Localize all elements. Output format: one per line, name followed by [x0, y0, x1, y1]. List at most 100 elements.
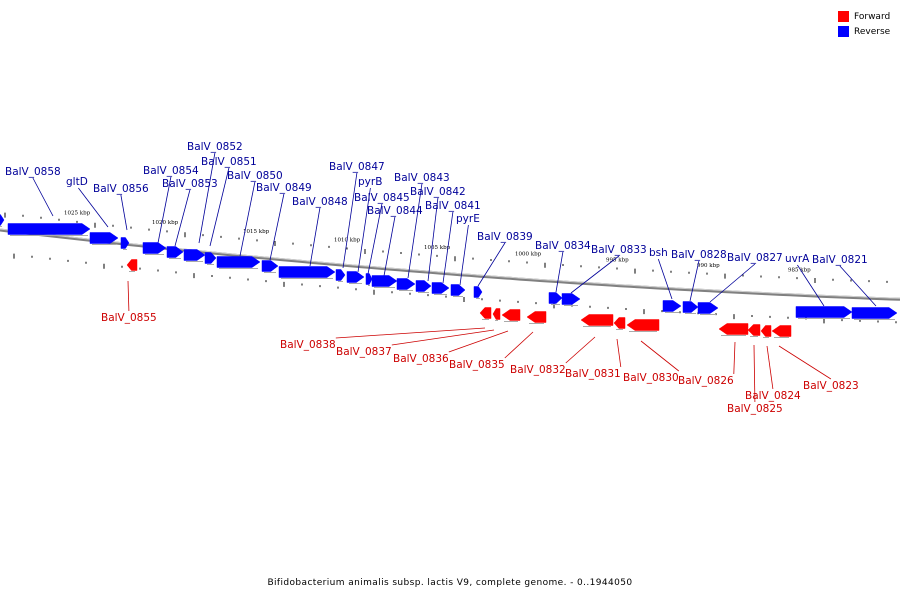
reverse-gene-arrow [697, 302, 719, 314]
reverse-gene-arrow [7, 223, 91, 235]
leader-line [427, 197, 439, 282]
leader-line [709, 263, 756, 303]
forward-gene-label: BalV_0855 [101, 312, 157, 324]
leader-line [733, 341, 736, 375]
reverse-gene-arrow [120, 237, 130, 249]
leader-line [570, 255, 620, 294]
reverse-gene-arrow [89, 232, 119, 244]
forward-gene-arrow [760, 325, 772, 337]
forward-gene-arrow [580, 314, 614, 326]
forward-gene-label: BalV_0826 [678, 375, 734, 387]
reverse-gene-label: BalV_0844 [367, 205, 423, 217]
reverse-gene-label: BalV_0839 [477, 231, 533, 243]
forward-gene-label: BalV_0836 [393, 353, 449, 365]
legend-reverse: Reverse [838, 24, 890, 39]
leader-line [120, 194, 128, 231]
kbp-label: 1025 kbp [64, 211, 91, 217]
forward-gene-label: BalV_0837 [336, 346, 392, 358]
reverse-gene-arrow [450, 284, 466, 296]
reverse-swatch [838, 26, 849, 37]
gene-labels: BalV_0858 gltD BalV_0856 BalV_0854BalV_0853… [5, 141, 868, 415]
reverse-gene-arrow [561, 293, 581, 305]
leader-line [797, 264, 825, 307]
leader-line [239, 181, 256, 257]
forward-gene-arrow [718, 323, 749, 335]
reverse-gene-arrow [183, 249, 206, 261]
legend-forward-label: Forward [854, 11, 891, 22]
forward-gene-arrow [492, 308, 501, 320]
reverse-gene-arrow [216, 256, 261, 268]
forward-gene-label: BalV_0830 [623, 372, 679, 384]
forward-gene-label: BalV_0825 [727, 403, 783, 415]
reverse-gene-arrow [261, 260, 279, 272]
leader-line [766, 345, 774, 390]
reverse-gene-label: BalV_0848 [292, 196, 348, 208]
forward-gene-arrow [771, 325, 792, 337]
reverse-gene-label: BalV_0849 [256, 182, 312, 194]
leader-line [391, 329, 495, 346]
reverse-gene-arrow [278, 266, 336, 278]
reverse-gene-label: BalV_0842 [410, 186, 466, 198]
kbp-label: 1015 kbp [243, 229, 270, 235]
reverse-gene-arrow [415, 280, 432, 292]
reverse-gene-label: BalV_0821 [812, 254, 868, 266]
reverse-gene-label: gltD [66, 176, 88, 188]
forward-gene-arrow [747, 324, 761, 336]
leader-line [357, 187, 371, 273]
reverse-gene-label: pyrB [358, 176, 382, 188]
reverse-gene-arrow [371, 275, 398, 287]
reverse-gene-arrow [662, 300, 682, 312]
leader-line [407, 183, 423, 279]
reverse-gene-arrow [682, 301, 699, 313]
forward-gene-arrow [126, 259, 138, 271]
reverse-gene-arrow [346, 271, 365, 283]
reverse-gene-label: BalV_0856 [93, 183, 149, 195]
leader-line [640, 340, 680, 372]
leader-line [335, 327, 486, 339]
forward-gene-arrow [501, 309, 521, 321]
reverse-gene-label: pyrE [456, 213, 480, 225]
leader-line [32, 177, 54, 217]
leader-line [477, 242, 506, 287]
reverse-gene-arrow [431, 282, 450, 294]
legend-forward: Forward [838, 9, 890, 24]
kbp-label: 985 kbp [788, 267, 811, 273]
reverse-gene-arrow [851, 307, 898, 319]
leader-line [778, 345, 832, 380]
leader-line [555, 251, 564, 293]
forward-swatch [838, 11, 849, 22]
leader-line [839, 265, 877, 307]
kbp-label: 990 kbp [697, 263, 720, 269]
forward-gene-arrow [526, 311, 547, 323]
reverse-gene-arrow [166, 246, 184, 258]
leader-line [367, 203, 383, 275]
leader-line [269, 193, 285, 261]
label-leader-lines [32, 152, 877, 403]
leader-line [565, 336, 596, 364]
leader-line [504, 331, 534, 359]
reverse-gene-label: BalV_0834 [535, 240, 591, 252]
reverse-gene-label: BalV_0852 [187, 141, 243, 153]
reverse-gene-arrow [548, 292, 563, 304]
reverse-gene-label: BalV_0833 [591, 244, 647, 256]
scale-ticks [4, 212, 897, 324]
reverse-gene-label: BalV_0841 [425, 200, 481, 212]
reverse-gene-arrow [335, 269, 346, 281]
reverse-gene-label: BalV_0851 [201, 156, 257, 168]
reverse-gene-arrow [204, 252, 217, 264]
leader-line [198, 152, 216, 244]
forward-gene-label: BalV_0823 [803, 380, 859, 392]
forward-gene-label: BalV_0831 [565, 368, 621, 380]
leader-line [78, 187, 109, 228]
gene-arrows [0, 214, 898, 338]
forward-gene-label: BalV_0832 [510, 364, 566, 376]
reverse-gene-label: BalV_0827 [727, 252, 783, 264]
leader-line [157, 176, 172, 244]
leader-line [174, 189, 191, 247]
kbp-label: 1000 kbp [515, 252, 542, 258]
forward-gene-label: BalV_0835 [449, 359, 505, 371]
reverse-gene-label: BalV_0853 [162, 178, 218, 190]
leader-line [209, 167, 230, 247]
reverse-gene-arrow [142, 242, 167, 254]
